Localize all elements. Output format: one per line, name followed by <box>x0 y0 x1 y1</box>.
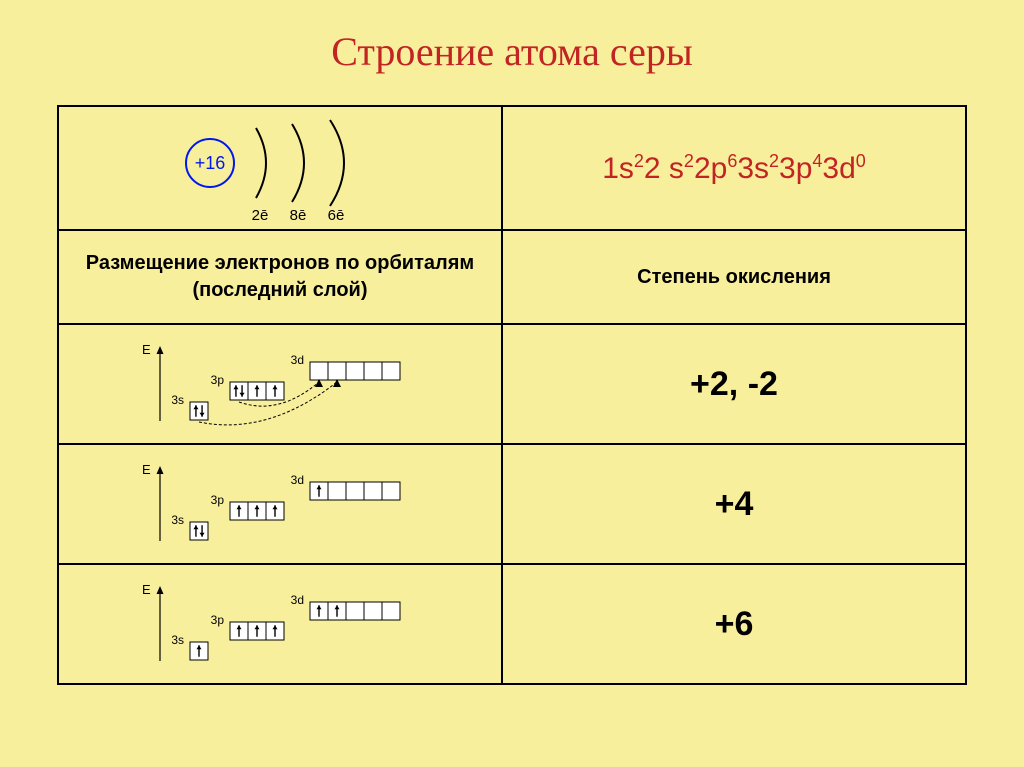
cell-atom-diagram: +16 2ē 8ē 6ē <box>58 106 502 230</box>
cell-oxidation-2: +6 <box>502 564 966 684</box>
svg-text:6ē: 6ē <box>328 207 345 224</box>
svg-text:3s: 3s <box>171 513 184 527</box>
cell-orbitals-2: E 3s 3p 3d <box>58 564 502 684</box>
svg-text:E: E <box>142 342 151 357</box>
svg-text:+16: +16 <box>195 153 226 173</box>
orbital-diagram-2: E 3s 3p 3d <box>60 566 500 682</box>
cell-oxidation-1: +4 <box>502 444 966 564</box>
svg-text:3p: 3p <box>211 613 225 627</box>
svg-text:3p: 3p <box>211 373 225 387</box>
cell-oxidation-0: +2, -2 <box>502 324 966 444</box>
svg-text:E: E <box>142 462 151 477</box>
svg-text:3p: 3p <box>211 493 225 507</box>
cell-electron-config: 1s22 s22p63s23p43d0 <box>502 106 966 230</box>
header-oxidation: Степень окисления <box>502 230 966 324</box>
page-title: Строение атома серы <box>0 0 1024 105</box>
svg-text:3s: 3s <box>171 633 184 647</box>
cell-orbitals-1: E 3s 3p 3d <box>58 444 502 564</box>
atom-shell-diagram: +16 2ē 8ē 6ē <box>60 108 500 228</box>
svg-text:3d: 3d <box>291 593 304 607</box>
electron-config-text: 1s22 s22p63s23p43d0 <box>602 152 866 185</box>
svg-text:2ē: 2ē <box>252 207 269 224</box>
cell-orbitals-0: E 3s 3p 3d <box>58 324 502 444</box>
svg-text:3d: 3d <box>291 353 304 367</box>
svg-text:3d: 3d <box>291 473 304 487</box>
orbital-diagram-1: E 3s 3p 3d <box>60 446 500 562</box>
svg-text:3s: 3s <box>171 393 184 407</box>
main-table: +16 2ē 8ē 6ē 1s22 s22p63s23p43d0 Размеще… <box>57 105 967 685</box>
orbital-diagram-0: E 3s 3p 3d <box>60 326 500 442</box>
svg-text:8ē: 8ē <box>290 207 307 224</box>
svg-text:E: E <box>142 582 151 597</box>
header-orbitals: Размещение электронов по орбиталям (посл… <box>58 230 502 324</box>
